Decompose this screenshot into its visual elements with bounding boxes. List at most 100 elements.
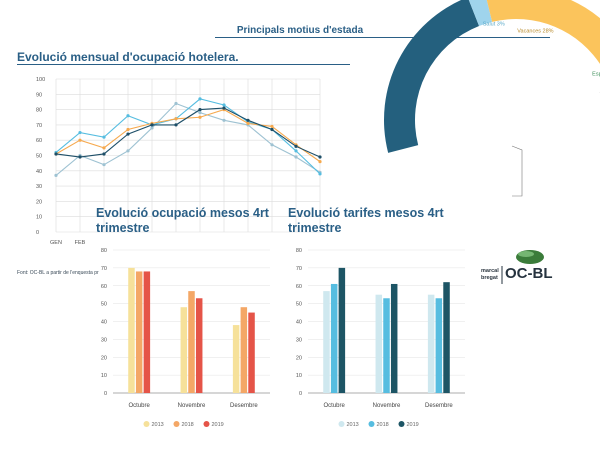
- occupancy-bar: [128, 267, 135, 393]
- rates-x-tick-label: Desembre: [425, 403, 453, 409]
- rates-bar: [390, 283, 398, 393]
- line-point-highlight: [294, 149, 298, 153]
- rates-bar: [338, 267, 346, 393]
- occupancy-y-tick-label: 50: [101, 302, 107, 308]
- occupancy-legend-label: 2019: [212, 422, 224, 428]
- line-point-2018: [270, 124, 274, 129]
- line-point-2013: [294, 155, 298, 159]
- occupancy-legend-label: 2013: [152, 422, 164, 428]
- line-y-tick-label: 70: [36, 123, 42, 129]
- rates-chart-title: Evolució tarifes mesos 4rt trimestre: [288, 206, 444, 235]
- occupancy-bar: [232, 325, 240, 393]
- line-point-2013: [150, 126, 154, 130]
- rates-bar: [427, 294, 435, 393]
- occupancy-y-tick-label: 10: [101, 373, 107, 379]
- occupancy-legend-marker: [203, 421, 210, 427]
- line-point-2013: [270, 143, 274, 147]
- donut-label: Salut 3%: [483, 22, 505, 28]
- occupancy-bar: [248, 312, 255, 393]
- line-point-highlight: [102, 135, 106, 139]
- occupancy-x-tick-label: Novembre: [178, 403, 206, 409]
- line-series-highlight: [55, 98, 321, 175]
- line-point-highlight: [126, 114, 130, 118]
- line-point-2019: [246, 118, 250, 122]
- donut-slice: [486, 0, 600, 65]
- rates-y-tick-label: 20: [296, 355, 302, 361]
- line-y-tick-label: 0: [36, 230, 39, 236]
- occupancy-bar: [143, 271, 151, 393]
- line-point-2018: [78, 138, 82, 142]
- line-series-2013: [55, 102, 321, 176]
- logo-text-marcal: marcal: [481, 268, 499, 274]
- occupancy-bar: [180, 307, 188, 393]
- occupancy-y-tick-label: 80: [101, 248, 107, 254]
- line-y-tick-label: 20: [36, 199, 42, 205]
- rates-y-tick-label: 60: [296, 284, 302, 290]
- line-point-highlight: [222, 103, 226, 107]
- occupancy-x-tick-label: Desembre: [230, 403, 258, 409]
- occupancy-y-tick-label: 70: [101, 266, 107, 272]
- occupancy-y-tick-label: 40: [101, 320, 107, 326]
- source-note: Font: OC-BL a partir de l'enquesta pr: [17, 270, 99, 276]
- rates-legend-label: 2019: [407, 422, 419, 428]
- line-point-highlight: [318, 172, 322, 176]
- rates-y-tick-label: 0: [299, 391, 302, 397]
- rates-bar: [435, 298, 443, 393]
- line-point-2019: [270, 127, 274, 132]
- line-point-highlight: [198, 97, 202, 101]
- rates-bar: [323, 291, 330, 393]
- line-point-2018: [102, 146, 106, 150]
- occupancy-bar: [188, 291, 195, 393]
- rates-y-tick-label: 10: [296, 373, 302, 379]
- line-point-2019: [294, 144, 298, 148]
- line-point-2018: [246, 121, 250, 125]
- line-point-2018: [198, 115, 202, 119]
- occupancy-bar: [195, 298, 203, 393]
- line-y-tick-label: 50: [36, 154, 42, 160]
- occupancy-chart-title: Evolució ocupació mesos 4rt trimestre: [96, 206, 269, 235]
- logo-text-ocbl: OC-BL: [505, 265, 553, 282]
- occupancy-y-tick-label: 60: [101, 284, 107, 290]
- line-point-2019: [126, 132, 130, 136]
- donut-slice: [384, 0, 480, 153]
- donut-mask: [516, 93, 600, 233]
- rates-y-tick-label: 40: [296, 320, 302, 326]
- line-chart-title-rule: [17, 64, 350, 65]
- occupancy-bar: [240, 307, 248, 393]
- line-point-2019: [198, 108, 202, 112]
- rates-bar: [383, 298, 390, 393]
- rates-bar: [375, 294, 383, 393]
- line-point-2019: [150, 123, 154, 127]
- line-y-tick-label: 90: [36, 92, 42, 98]
- occupancy-y-tick-label: 30: [101, 337, 107, 343]
- line-point-2019: [318, 155, 322, 159]
- line-point-2013: [174, 101, 178, 106]
- rates-bar: [330, 283, 338, 393]
- line-point-2018: [126, 127, 130, 132]
- line-point-2018: [174, 117, 178, 121]
- line-x-tick-label: FEB: [75, 240, 86, 246]
- line-y-tick-label: 100: [36, 77, 45, 83]
- line-point-2013: [222, 118, 226, 122]
- rates-bar: [443, 282, 450, 393]
- rates-legend-label: 2013: [347, 422, 359, 428]
- line-series-2018: [55, 109, 321, 163]
- line-y-tick-label: 60: [36, 138, 42, 144]
- rates-y-tick-label: 30: [296, 337, 302, 343]
- rates-y-tick-label: 50: [296, 302, 302, 308]
- line-point-2019: [222, 106, 226, 110]
- rates-y-tick-label: 80: [296, 248, 302, 254]
- rates-legend-label: 2018: [377, 422, 389, 428]
- logo-mark-highlight: [518, 251, 534, 257]
- occupancy-bar: [135, 271, 143, 393]
- title-rule: [215, 37, 550, 38]
- occupancy-legend-marker: [143, 421, 150, 427]
- rates-y-tick-label: 70: [296, 266, 302, 272]
- line-y-tick-label: 30: [36, 184, 42, 190]
- line-x-tick-label: GEN: [50, 240, 62, 246]
- line-y-tick-label: 40: [36, 169, 42, 175]
- rates-legend-marker: [398, 421, 405, 427]
- donut-slice: [468, 0, 493, 26]
- occupancy-legend-label: 2018: [182, 422, 194, 428]
